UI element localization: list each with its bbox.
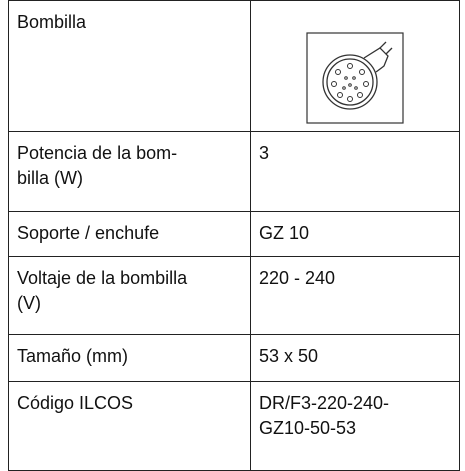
table-cell: DR/F3-220-240- GZ10-50-53 [250,381,460,471]
table-cell: 220 - 240 [250,256,460,335]
table-cell: Tamaño (mm) [8,334,251,382]
table-cell: GZ 10 [250,211,460,257]
image-cell [250,0,460,132]
table-row: Tamaño (mm) 53 x 50 [8,334,460,382]
table-cell: Código ILCOS [8,381,251,471]
table-cell: 53 x 50 [250,334,460,382]
bulb-icon [306,32,404,124]
table-row: Soporte / enchufe GZ 10 [8,211,460,257]
table-row: Código ILCOS DR/F3-220-240- GZ10-50-53 [8,381,460,471]
table-cell: Soporte / enchufe [8,211,251,257]
table-cell: Potencia de la bom- billa (W) [8,131,251,212]
table-cell: Voltaje de la bombilla (V) [8,256,251,335]
table-row: Potencia de la bom- billa (W) 3 [8,131,460,212]
spec-table: Bombilla Po [8,0,460,471]
page: {"table": {"rows": [ ["Bombilla"], ["Pot… [8,0,460,471]
table-row: Bombilla [8,0,460,132]
table-row: Voltaje de la bombilla (V) 220 - 240 [8,256,460,335]
table-cell: 3 [250,131,460,212]
table-cell: Bombilla [8,0,251,132]
